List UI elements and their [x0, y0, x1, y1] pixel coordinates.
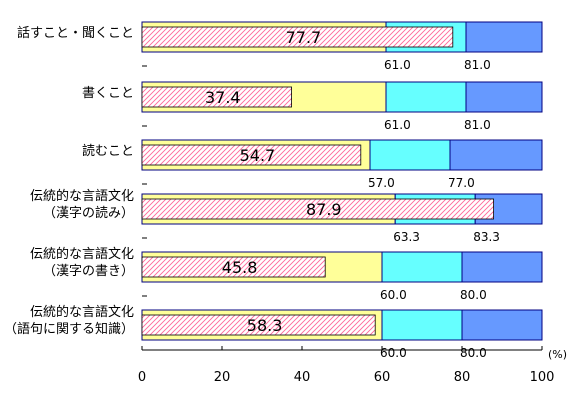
x-tick-label: 60 [374, 370, 391, 385]
score-bar [141, 256, 326, 278]
band-high [465, 81, 543, 113]
band-mid [381, 251, 463, 283]
category-label: 伝統的な言語文化 （漢字の書き） [30, 246, 134, 280]
score-bar [141, 198, 495, 220]
band-high [449, 139, 543, 171]
band-mid [385, 81, 467, 113]
category-label-line: 読むこと [81, 143, 134, 159]
category-label-line: （語句に関する知識） [3, 322, 134, 337]
score-bar [141, 26, 454, 48]
x-tick-label: 80 [454, 370, 471, 385]
score-label: 87.9 [306, 200, 342, 219]
band-mid [369, 139, 451, 171]
x-tick-label: 20 [214, 370, 231, 385]
score-label: 58.3 [247, 316, 283, 335]
category-label: 話すこと・聞くこと [17, 25, 134, 42]
score-bar [141, 314, 376, 336]
lower-bound-label: 63.3 [393, 230, 420, 244]
category-label-line: 伝統的な言語文化 [29, 189, 134, 204]
upper-bound-label: 80.0 [460, 346, 487, 360]
upper-bound-label: 83.3 [473, 230, 500, 244]
category-label: 伝統的な言語文化 （語句に関する知識） [4, 304, 134, 338]
upper-bound-label: 81.0 [464, 118, 491, 132]
lower-bound-label: 57.0 [368, 176, 395, 190]
score-label: 54.7 [240, 146, 276, 165]
category-label: 読むこと [82, 143, 134, 160]
category-label: 書くこと [82, 85, 134, 102]
upper-bound-label: 81.0 [464, 58, 491, 72]
upper-bound-label: 80.0 [460, 288, 487, 302]
band-high [461, 309, 543, 341]
score-label: 45.8 [222, 258, 258, 277]
category-label-line: （漢字の書き） [42, 264, 134, 279]
category-label: 伝統的な言語文化 （漢字の読み） [30, 188, 134, 222]
x-tick-label: 0 [138, 370, 146, 385]
lower-bound-label: 61.0 [384, 118, 411, 132]
lower-bound-label: 61.0 [384, 58, 411, 72]
category-label-line: （漢字の読み） [42, 206, 134, 221]
band-high [461, 251, 543, 283]
band-mid [381, 309, 463, 341]
band-high [465, 21, 543, 53]
category-label-line: 伝統的な言語文化 [29, 305, 134, 320]
score-label: 77.7 [286, 28, 322, 47]
lower-bound-label: 60.0 [380, 346, 407, 360]
category-label-line: 伝統的な言語文化 [29, 247, 134, 262]
category-label-line: 話すこと・聞くこと [16, 25, 134, 41]
lower-bound-label: 60.0 [380, 288, 407, 302]
x-tick-label: 100 [530, 370, 555, 385]
score-bar [141, 144, 362, 166]
score-label: 37.4 [205, 88, 241, 107]
x-tick-label: 40 [294, 370, 311, 385]
category-label-line: 書くこと [81, 85, 134, 101]
upper-bound-label: 77.0 [448, 176, 475, 190]
score-bar [141, 86, 293, 108]
unit-label: (%) [548, 348, 567, 361]
